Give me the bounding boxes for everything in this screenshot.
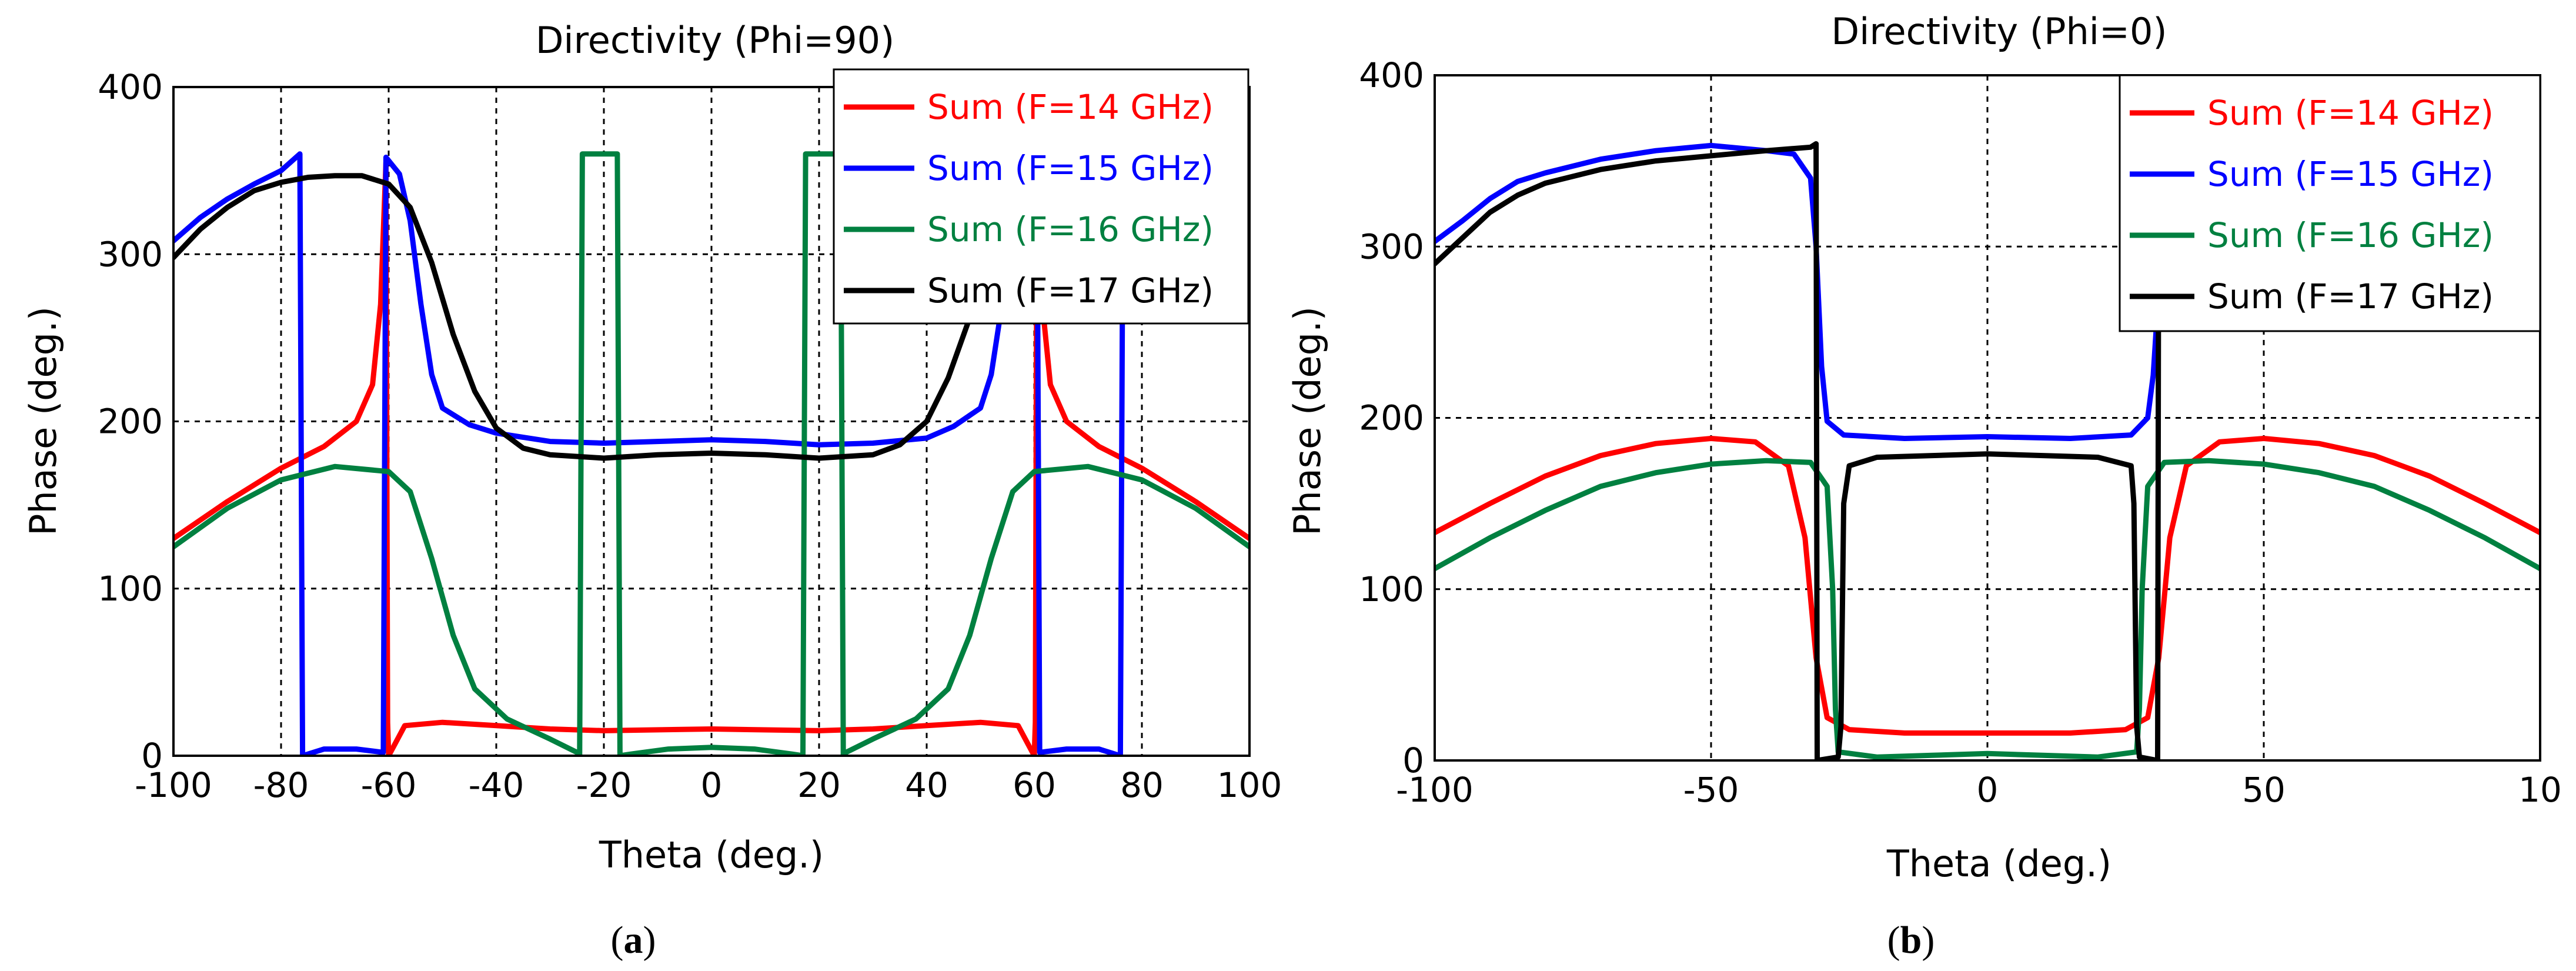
y-tick-label: 0 — [1402, 740, 1424, 780]
legend-item: Sum (F=14 GHz) — [844, 87, 1214, 127]
y-tick-label: 100 — [98, 569, 163, 609]
series-line-1 — [173, 159, 1249, 756]
y-tick-label: 0 — [141, 736, 163, 776]
x-tick-label: -80 — [253, 765, 309, 805]
x-tick-label: 100 — [1217, 765, 1282, 805]
legend-label: Sum (F=17 GHz) — [927, 271, 1214, 311]
series-line-2 — [1435, 142, 2161, 441]
plot-area — [1435, 141, 2540, 760]
x-tick-label: 10 — [2518, 770, 2562, 810]
y-tick-label: 400 — [98, 67, 163, 107]
series-line-4 — [173, 173, 989, 461]
chart-title: Directivity (Phi=90) — [536, 19, 895, 62]
y-tick-label: 200 — [1359, 398, 1424, 438]
x-tick-label: 0 — [1977, 770, 1999, 810]
series-line-1 — [1435, 436, 2540, 736]
x-tick-label: -60 — [361, 765, 417, 805]
y-axis-label: Phase (deg.) — [22, 306, 65, 536]
x-tick-label: -20 — [576, 765, 632, 805]
legend-label: Sum (F=16 GHz) — [2207, 215, 2494, 255]
panel-b: Directivity (Phi=0) -100 -50 0 50 1001002003… — [1286, 10, 2562, 962]
legend-item: Sum (F=14 GHz) — [2130, 93, 2494, 133]
panel-label-a: (a) — [611, 919, 656, 962]
grid-lines — [1435, 75, 2540, 760]
x-axis-label: Theta (deg.) — [599, 833, 824, 876]
x-tick-label: 0 — [701, 765, 723, 805]
legend-label: Sum (F=16 GHz) — [927, 209, 1214, 249]
y-tick-label: 300 — [1359, 226, 1424, 266]
panel-label-b: (b) — [1887, 919, 1935, 962]
legend-box — [833, 68, 1249, 325]
legend-box — [2119, 74, 2541, 332]
legend-label: Sum (F=15 GHz) — [927, 148, 1214, 188]
series-line-3 — [173, 151, 1249, 756]
legend-item: Sum (F=16 GHz) — [2130, 215, 2494, 255]
legend-item: Sum (F=15 GHz) — [2130, 154, 2494, 194]
legend-label: Sum (F=17 GHz) — [2207, 276, 2494, 316]
series-line-4 — [1435, 141, 2161, 760]
x-tick-label: -100 — [1396, 770, 1474, 810]
x-tick-label: 60 — [1013, 765, 1056, 805]
x-tick-label: 20 — [797, 765, 841, 805]
y-tick-label: 200 — [98, 402, 163, 442]
plot-frame — [172, 86, 1251, 757]
legend-label: Sum (F=15 GHz) — [2207, 154, 2494, 194]
legend-item: Sum (F=15 GHz) — [844, 148, 1214, 188]
legend: Sum (F=14 GHz) Sum (F=15 GHz) Sum (F=16 GH… — [833, 68, 1249, 325]
x-tick-label: -50 — [1683, 770, 1739, 810]
chart-title: Directivity (Phi=0) — [1831, 10, 2167, 53]
x-axis-label: Theta (deg.) — [1886, 842, 2111, 885]
legend-item: Sum (F=16 GHz) — [844, 209, 1214, 249]
plot-frame — [1434, 74, 2541, 762]
y-tick-label: 400 — [1359, 55, 1424, 95]
legend-label: Sum (F=14 GHz) — [927, 87, 1214, 127]
x-tick-label: 80 — [1120, 765, 1164, 805]
y-tick-label: 100 — [1359, 569, 1424, 609]
x-tick-label: -40 — [469, 765, 524, 805]
y-axis-label: Phase (deg.) — [1286, 306, 1329, 536]
x-tick-label: -100 — [135, 765, 212, 805]
x-tick-label: 40 — [905, 765, 948, 805]
legend-item: Sum (F=17 GHz) — [2130, 276, 2494, 316]
panel-a: Directivity (Phi=90) -100 -80 -60 -40 -20 0 20… — [22, 19, 1282, 962]
series-line-3 — [1435, 458, 2540, 760]
tick-labels: -100 -80 -60 -40 -20 0 20 40 60 80 100 0 100 200 300 40… — [98, 67, 1282, 805]
y-tick-label: 300 — [98, 234, 163, 274]
legend-item: Sum (F=17 GHz) — [844, 271, 1214, 311]
x-tick-label: 50 — [2242, 770, 2286, 810]
legend: Sum (F=14 GHz) Sum (F=15 GHz) Sum (F=16 GH… — [2119, 74, 2541, 332]
legend-label: Sum (F=14 GHz) — [2207, 93, 2494, 133]
